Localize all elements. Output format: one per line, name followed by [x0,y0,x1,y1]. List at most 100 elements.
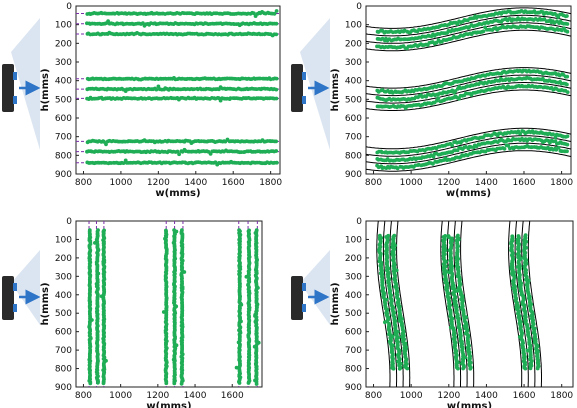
reference-curve [366,29,571,52]
data-point [237,381,242,385]
x-tick-label: 1800 [550,178,573,188]
data-point [565,74,570,79]
data-point [192,87,197,91]
data-point [565,149,569,154]
data-point [456,366,460,371]
y-tick-label: 100 [55,235,72,245]
y-tick-label: 700 [55,346,72,356]
data-point [254,382,259,386]
data-point [234,365,239,370]
data-point [481,29,486,34]
y-tick-label: 900 [55,383,72,393]
x-tick-label: 1200 [146,391,169,401]
y-tick-label: 200 [55,254,72,264]
data-point [565,90,570,94]
y-tick-label: 800 [345,365,362,375]
plot-area [76,9,280,167]
data-point [274,160,279,165]
reference-curve [366,150,571,172]
data-point [101,381,106,386]
x-axis-label: w(mms) [146,401,191,408]
x-tick-label: 800 [75,391,92,401]
data-point [405,366,410,371]
series-lane-1 [87,228,94,386]
x-axis-label: w(mms) [447,401,492,408]
y-tick-label: 200 [55,39,72,49]
series-lane-2 [93,228,101,385]
y-tick-label: 0 [356,2,362,12]
y-tick-label: 0 [66,217,72,227]
data-point [274,9,279,13]
reference-curve [366,74,571,97]
x-axis-label: w(mms) [155,188,200,199]
y-axis-label: h(mms) [330,68,341,111]
series-lane-8 [515,234,534,371]
y-tick-label: 500 [345,95,362,105]
y-axis-label: h(mms) [40,68,51,111]
data-point [447,235,451,240]
reference-curve [366,82,571,104]
x-tick-label: 1000 [109,178,132,188]
data-point [565,142,570,147]
sensor-device-icon-bottom-right [291,250,330,325]
y-tick-label: 400 [345,77,362,87]
data-point [274,149,279,153]
data-point [523,366,528,371]
y-tick-label: 600 [345,114,362,124]
series-lane-4 [375,68,570,95]
x-tick-label: 1000 [109,391,132,401]
x-tick-label: 1400 [184,178,207,188]
data-point [179,381,184,386]
x-tick-label: 1600 [221,391,244,401]
chart-top-right: 800 1000 1200 1400 1600 1800 0 100 200 300 400 500 6… [330,2,573,199]
x-axis-label: w(mms) [446,188,491,199]
sensor-device-icon-top-left [2,18,41,150]
series-lane-9 [252,228,261,386]
x-tick-label: 1400 [475,391,498,401]
reference-curve [366,89,571,111]
chart-top-left: 800 1000 1200 1400 1600 1800 0 100 200 300 400 500 6… [40,2,282,199]
y-tick-label: 0 [66,2,72,12]
reference-curve [527,221,542,387]
series-lane-4 [441,234,460,371]
series-lane-1 [85,9,279,18]
x-tick-label: 1200 [147,178,170,188]
sensor-device-icon-top-right [291,18,330,150]
series-lane-6 [85,95,279,103]
series-lane-2 [384,233,403,371]
reference-curve [440,221,455,387]
data-point [556,145,561,150]
data-point [237,364,242,369]
data-point [156,84,161,89]
y-tick-label: 200 [345,254,362,264]
y-tick-label: 200 [345,39,362,49]
series-lane-7 [85,137,278,147]
reference-curve [366,7,571,29]
series-lane-8 [85,147,279,157]
series-lane-3 [99,228,108,386]
reference-curve [514,221,529,387]
data-point [565,134,570,139]
y-tick-label: 600 [345,328,362,338]
data-point [565,82,569,87]
data-point [393,243,397,248]
series-lane-8 [375,136,570,163]
reference-curve [376,221,391,387]
data-point [565,14,569,18]
plot-area [87,221,261,387]
y-tick-label: 0 [356,217,362,227]
x-tick-label: 1200 [437,178,460,188]
y-tick-label: 500 [55,95,72,105]
y-tick-label: 300 [345,272,362,282]
data-point [274,21,279,26]
y-tick-label: 300 [55,272,72,282]
data-point [274,32,279,37]
data-point [164,381,169,386]
data-point [380,150,384,155]
y-tick-label: 700 [55,133,72,143]
data-point [447,270,452,275]
series-lane-6 [375,83,570,110]
series-lane-3 [375,24,570,51]
data-point [96,380,100,385]
data-point [450,143,454,148]
